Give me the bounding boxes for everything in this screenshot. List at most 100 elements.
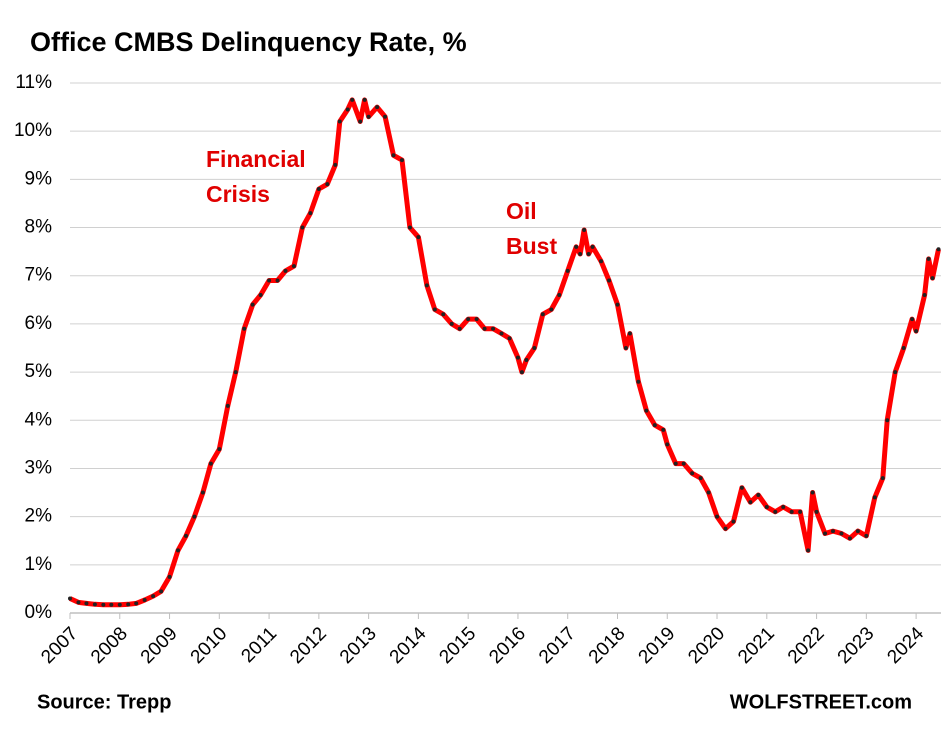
y-tick-label: 8% <box>25 217 53 238</box>
y-tick-label: 6% <box>25 313 53 334</box>
data-point <box>358 119 363 124</box>
x-tick-label: 2021 <box>734 623 779 668</box>
data-point <box>922 293 927 297</box>
y-tick-label: 7% <box>25 265 53 286</box>
x-tick-label: 2024 <box>883 623 928 668</box>
data-point <box>151 594 156 599</box>
data-point <box>217 447 222 452</box>
annotation: Financial <box>206 146 306 172</box>
data-point <box>183 533 188 538</box>
data-point <box>167 574 172 579</box>
data-point <box>872 495 877 500</box>
data-point <box>84 601 89 606</box>
data-point <box>607 278 612 283</box>
data-point <box>366 114 371 119</box>
data-point <box>399 158 404 163</box>
data-point <box>200 490 205 495</box>
data-point <box>661 427 666 432</box>
data-point <box>126 602 131 607</box>
data-point <box>391 153 396 158</box>
x-tick-label: 2014 <box>386 623 431 668</box>
data-point <box>407 225 412 230</box>
data-point <box>283 268 288 273</box>
data-point <box>524 358 529 363</box>
data-point <box>192 514 197 519</box>
data-point <box>337 119 342 124</box>
data-point <box>474 317 479 322</box>
data-point <box>839 531 844 536</box>
x-tick-label: 2020 <box>684 623 729 668</box>
data-point <box>690 471 695 476</box>
data-point <box>316 187 321 191</box>
data-point <box>936 247 941 252</box>
data-point <box>383 114 388 119</box>
data-point <box>345 107 350 112</box>
annotation: Oil <box>506 198 537 224</box>
data-point <box>549 307 554 312</box>
data-point <box>515 355 520 360</box>
data-point <box>739 485 744 490</box>
data-point <box>76 600 81 605</box>
data-point <box>681 461 686 466</box>
data-point <box>308 211 313 216</box>
data-point <box>930 276 935 281</box>
data-point <box>242 326 247 331</box>
data-point <box>789 509 794 514</box>
data-point <box>225 403 230 408</box>
data-point <box>333 162 338 167</box>
data-point <box>773 509 778 514</box>
x-tick-label: 2012 <box>286 623 331 668</box>
data-point <box>68 596 72 601</box>
data-point <box>665 442 670 447</box>
y-tick-label: 11% <box>15 72 52 93</box>
x-tick-label: 2016 <box>485 623 530 668</box>
y-tick-label: 1% <box>25 554 53 575</box>
data-point <box>823 531 828 536</box>
x-tick-label: 2022 <box>784 623 829 668</box>
data-point <box>627 331 632 336</box>
data-point <box>117 602 122 607</box>
data-point <box>901 346 906 350</box>
data-point <box>499 331 504 336</box>
data-point <box>375 105 380 110</box>
data-point <box>814 509 819 514</box>
chart-title: Office CMBS Delinquency Rate, % <box>30 27 467 57</box>
data-point <box>457 326 462 331</box>
data-point <box>300 225 305 230</box>
data-point <box>673 461 678 466</box>
data-point <box>590 244 595 249</box>
data-point <box>134 601 139 606</box>
data-point <box>810 490 815 495</box>
data-point <box>781 505 786 509</box>
data-point <box>432 307 437 312</box>
data-point <box>582 227 587 232</box>
y-tick-label: 3% <box>25 457 53 478</box>
x-tick-label: 2023 <box>834 623 879 668</box>
data-point <box>350 97 355 102</box>
y-tick-label: 9% <box>25 168 53 189</box>
data-point <box>557 293 562 297</box>
data-point <box>623 346 628 350</box>
data-point <box>914 329 919 334</box>
data-point <box>855 529 860 534</box>
data-point <box>764 505 769 509</box>
y-tick-label: 10% <box>14 120 52 141</box>
data-point <box>885 418 890 423</box>
data-point <box>893 370 898 375</box>
data-point <box>441 312 446 317</box>
y-tick-label: 4% <box>25 409 53 430</box>
data-point <box>416 235 421 240</box>
data-point <box>176 548 181 553</box>
x-tick-label: 2011 <box>237 623 281 667</box>
x-tick-label: 2009 <box>137 623 182 668</box>
data-point <box>109 602 114 607</box>
data-point <box>748 500 753 505</box>
data-point <box>636 379 641 384</box>
annotation: Crisis <box>206 181 270 207</box>
data-point <box>482 326 487 331</box>
data-point <box>586 252 591 257</box>
data-point <box>830 529 835 534</box>
data-point <box>325 182 330 187</box>
data-point <box>92 602 97 607</box>
